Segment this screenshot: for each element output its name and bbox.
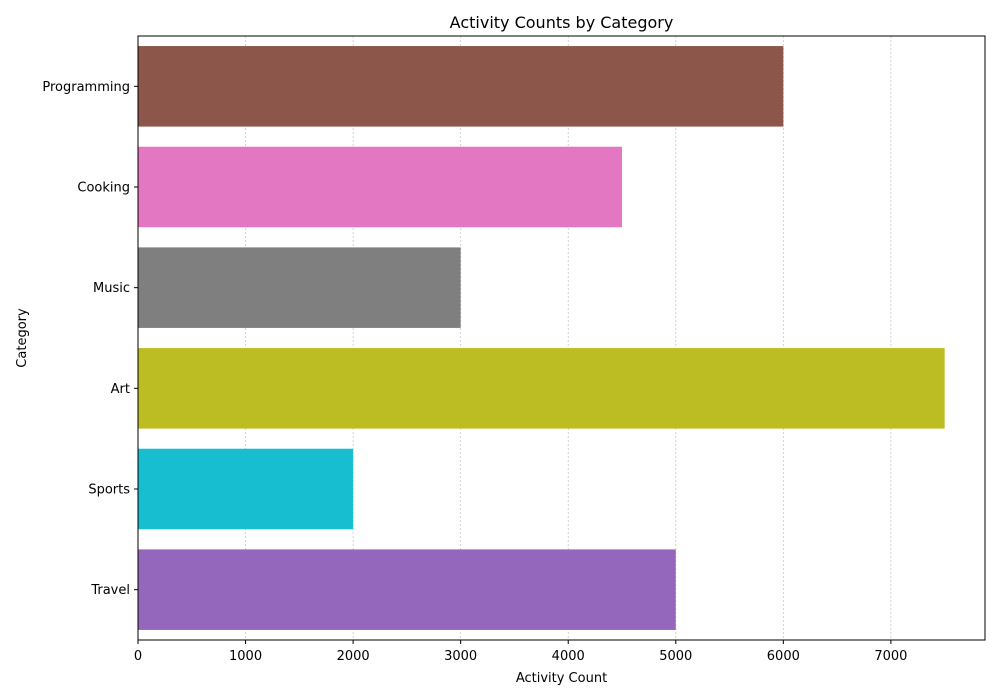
- x-axis-label: Activity Count: [516, 671, 607, 686]
- x-tick-label: 7000: [874, 649, 907, 664]
- x-tick-label: 5000: [659, 649, 692, 664]
- bar-travel: [138, 549, 676, 630]
- y-tick-label-cooking: Cooking: [77, 181, 130, 196]
- x-tick-label: 2000: [337, 649, 370, 664]
- y-tick-label-programming: Programming: [42, 80, 130, 95]
- y-axis-label: Category: [15, 308, 30, 368]
- x-axis-ticks: 0 1000 2000 3000 4000 5000 6000 7000: [134, 640, 907, 664]
- bar-cooking: [138, 146, 622, 228]
- y-tick-label-music: Music: [93, 281, 130, 296]
- y-tick-label-art: Art: [111, 382, 130, 397]
- x-tick-label: 0: [134, 649, 142, 664]
- y-axis-ticks: Travel Sports Art Music Cooking Programming: [42, 80, 138, 598]
- grid-lines: [137, 36, 892, 640]
- x-tick-label: 3000: [444, 649, 477, 664]
- bar-art: [138, 348, 945, 429]
- x-tick-label: 1000: [229, 649, 262, 664]
- plot-frame: [137, 35, 986, 641]
- bar-music: [138, 247, 461, 328]
- bar-programming: [138, 46, 784, 127]
- bar-sports: [138, 448, 354, 530]
- y-tick-label-travel: Travel: [90, 583, 130, 598]
- x-tick-label: 4000: [552, 649, 585, 664]
- bars: [138, 46, 945, 630]
- x-tick-label: 6000: [767, 649, 800, 664]
- y-tick-label-sports: Sports: [88, 483, 130, 498]
- chart-title: Activity Counts by Category: [450, 13, 674, 32]
